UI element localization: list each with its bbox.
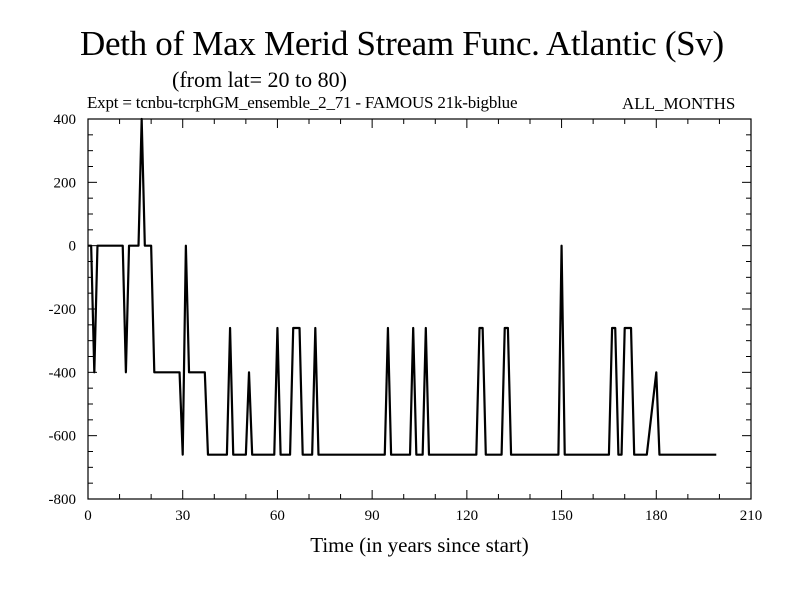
y-tick-label: -400 [49, 365, 77, 381]
x-tick-label: 120 [456, 508, 479, 524]
chart-subtitle: (from lat= 20 to 80) [172, 67, 347, 92]
months-label: ALL_MONTHS [622, 94, 736, 113]
y-tick-label: -600 [49, 429, 77, 445]
x-tick-label: 90 [365, 508, 380, 524]
x-tick-label: 30 [175, 508, 190, 524]
y-tick-label: 0 [69, 239, 77, 255]
y-tick-label: 200 [54, 175, 77, 191]
x-axis-title: Time (in years since start) [310, 533, 529, 557]
y-tick-label: -800 [49, 492, 77, 508]
y-tick-label: -200 [49, 302, 77, 318]
x-tick-label: 150 [550, 508, 573, 524]
x-tick-label: 210 [740, 508, 763, 524]
chart-title: Deth of Max Merid Stream Func. Atlantic … [80, 24, 724, 63]
y-tick-label: 400 [54, 112, 77, 128]
experiment-label: Expt = tcnbu-tcrphGM_ensemble_2_71 - FAM… [87, 93, 518, 112]
plot-frame [87, 118, 752, 500]
x-tick-label: 60 [270, 508, 285, 524]
x-tick-label: 180 [645, 508, 668, 524]
tick-labels: 0 30 60 90 120 150 180 210 -800 -600 -400 -200 0 200 4… [49, 112, 763, 524]
series-line [88, 117, 717, 456]
x-tick-label: 0 [84, 508, 92, 524]
